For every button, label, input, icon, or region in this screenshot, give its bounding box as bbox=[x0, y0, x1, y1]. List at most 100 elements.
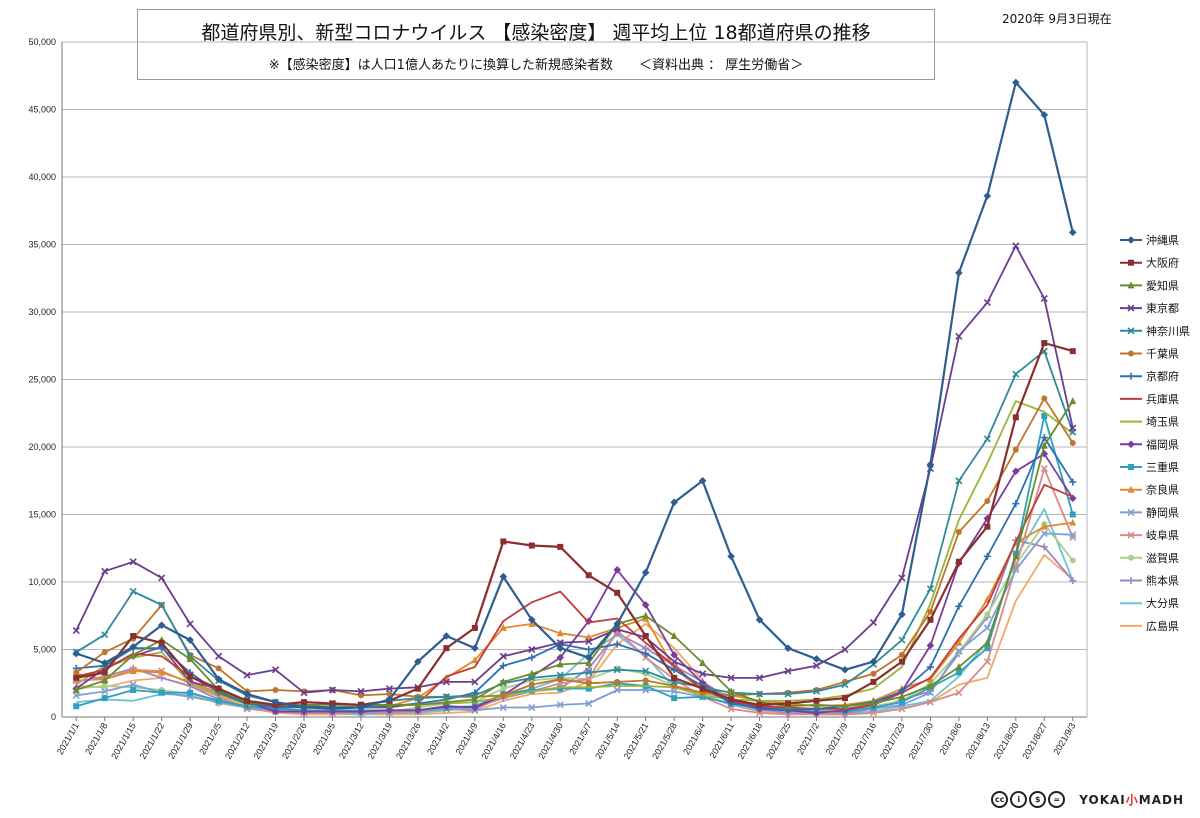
data-point bbox=[556, 660, 564, 668]
data-point bbox=[671, 695, 678, 702]
data-point bbox=[926, 641, 935, 650]
data-point bbox=[585, 659, 593, 666]
data-point bbox=[499, 623, 507, 631]
data-point bbox=[471, 678, 479, 686]
data-point bbox=[983, 192, 992, 200]
data-point bbox=[1068, 228, 1077, 237]
data-point bbox=[187, 689, 194, 696]
data-point bbox=[1069, 518, 1077, 526]
data-point bbox=[271, 707, 280, 716]
data-point bbox=[527, 616, 536, 624]
data-point bbox=[813, 697, 820, 704]
data-point bbox=[983, 638, 991, 646]
data-point bbox=[1128, 259, 1134, 266]
data-point bbox=[642, 633, 649, 639]
data-point bbox=[130, 687, 137, 693]
data-point bbox=[984, 498, 991, 504]
data-point bbox=[244, 697, 251, 704]
data-point bbox=[528, 669, 536, 677]
x-tick-label: 2021/6/4 bbox=[681, 721, 707, 756]
data-point bbox=[528, 645, 536, 654]
data-point bbox=[1127, 327, 1135, 335]
data-point bbox=[812, 655, 821, 663]
legend-label: 熊本県 bbox=[1146, 574, 1179, 588]
x-tick-label: 2021/4/2 bbox=[425, 721, 451, 756]
data-point bbox=[585, 680, 592, 687]
data-point bbox=[841, 665, 849, 674]
legend-label: 京都府 bbox=[1146, 369, 1179, 383]
data-point bbox=[1069, 478, 1077, 486]
series-line bbox=[75, 244, 1074, 694]
legend-label: 大分県 bbox=[1146, 596, 1179, 610]
data-point bbox=[1041, 340, 1048, 347]
data-point bbox=[499, 572, 508, 581]
data-point bbox=[671, 674, 678, 681]
data-point bbox=[727, 552, 735, 561]
data-point bbox=[613, 686, 621, 694]
data-point bbox=[72, 627, 80, 635]
data-point bbox=[841, 695, 848, 702]
data-point bbox=[73, 674, 80, 681]
x-tick-label: 2021/4/9 bbox=[453, 721, 479, 756]
data-point bbox=[158, 601, 166, 609]
data-point bbox=[129, 681, 137, 689]
series-line bbox=[75, 397, 1074, 698]
data-point bbox=[614, 589, 621, 596]
data-point bbox=[186, 636, 194, 644]
legend-label: 滋賀県 bbox=[1146, 552, 1179, 565]
data-point bbox=[129, 650, 137, 658]
data-point bbox=[499, 652, 507, 660]
x-tick-label: 2021/3/12 bbox=[337, 721, 366, 761]
data-point bbox=[926, 681, 934, 689]
data-point bbox=[471, 656, 479, 664]
data-point bbox=[1040, 111, 1049, 119]
legend-label: 千葉県 bbox=[1146, 347, 1179, 361]
data-point bbox=[1127, 577, 1135, 584]
data-point bbox=[528, 681, 535, 688]
data-point bbox=[699, 693, 706, 700]
data-point bbox=[300, 689, 308, 697]
data-point bbox=[1069, 511, 1076, 518]
data-point bbox=[100, 659, 109, 667]
data-point bbox=[357, 707, 365, 716]
data-point bbox=[955, 477, 963, 485]
series-line bbox=[76, 521, 1073, 709]
data-point bbox=[385, 706, 394, 715]
data-point bbox=[670, 658, 678, 666]
data-point bbox=[1040, 294, 1048, 303]
data-point bbox=[471, 695, 479, 703]
data-point bbox=[158, 639, 165, 646]
x-tick-label: 2021/8/20 bbox=[992, 721, 1021, 761]
data-point bbox=[585, 637, 593, 645]
data-point bbox=[1127, 304, 1135, 312]
data-point bbox=[243, 671, 251, 679]
data-point bbox=[983, 298, 991, 307]
chart-title: 都道府県別、新型コロナウイルス 【感染密度】 週平均上位 18都道府県の推移 bbox=[201, 22, 871, 44]
data-point bbox=[1012, 242, 1020, 250]
data-point bbox=[328, 686, 337, 694]
data-point bbox=[500, 692, 507, 699]
data-point bbox=[756, 674, 764, 682]
data-point bbox=[1012, 500, 1020, 508]
x-tick-label: 2021/1/1 bbox=[55, 721, 81, 756]
data-point bbox=[414, 685, 421, 692]
data-point bbox=[585, 668, 593, 677]
data-point bbox=[926, 698, 934, 706]
x-tick-label: 2021/7/30 bbox=[906, 721, 935, 761]
data-point bbox=[727, 705, 735, 713]
data-point bbox=[101, 695, 108, 702]
data-point bbox=[1012, 552, 1020, 560]
data-point bbox=[101, 649, 108, 656]
data-point bbox=[728, 696, 735, 703]
legend-label: 兵庫県 bbox=[1146, 392, 1179, 406]
data-point bbox=[785, 700, 792, 707]
data-point bbox=[841, 702, 849, 710]
data-point bbox=[784, 690, 792, 698]
x-tick-label: 2021/1/22 bbox=[138, 721, 167, 761]
data-point bbox=[214, 675, 223, 683]
data-point bbox=[471, 703, 479, 712]
data-point bbox=[670, 498, 678, 507]
legend-label: 沖縄県 bbox=[1146, 233, 1179, 247]
x-tick-label: 2021/5/28 bbox=[650, 721, 679, 761]
data-point bbox=[386, 691, 393, 698]
